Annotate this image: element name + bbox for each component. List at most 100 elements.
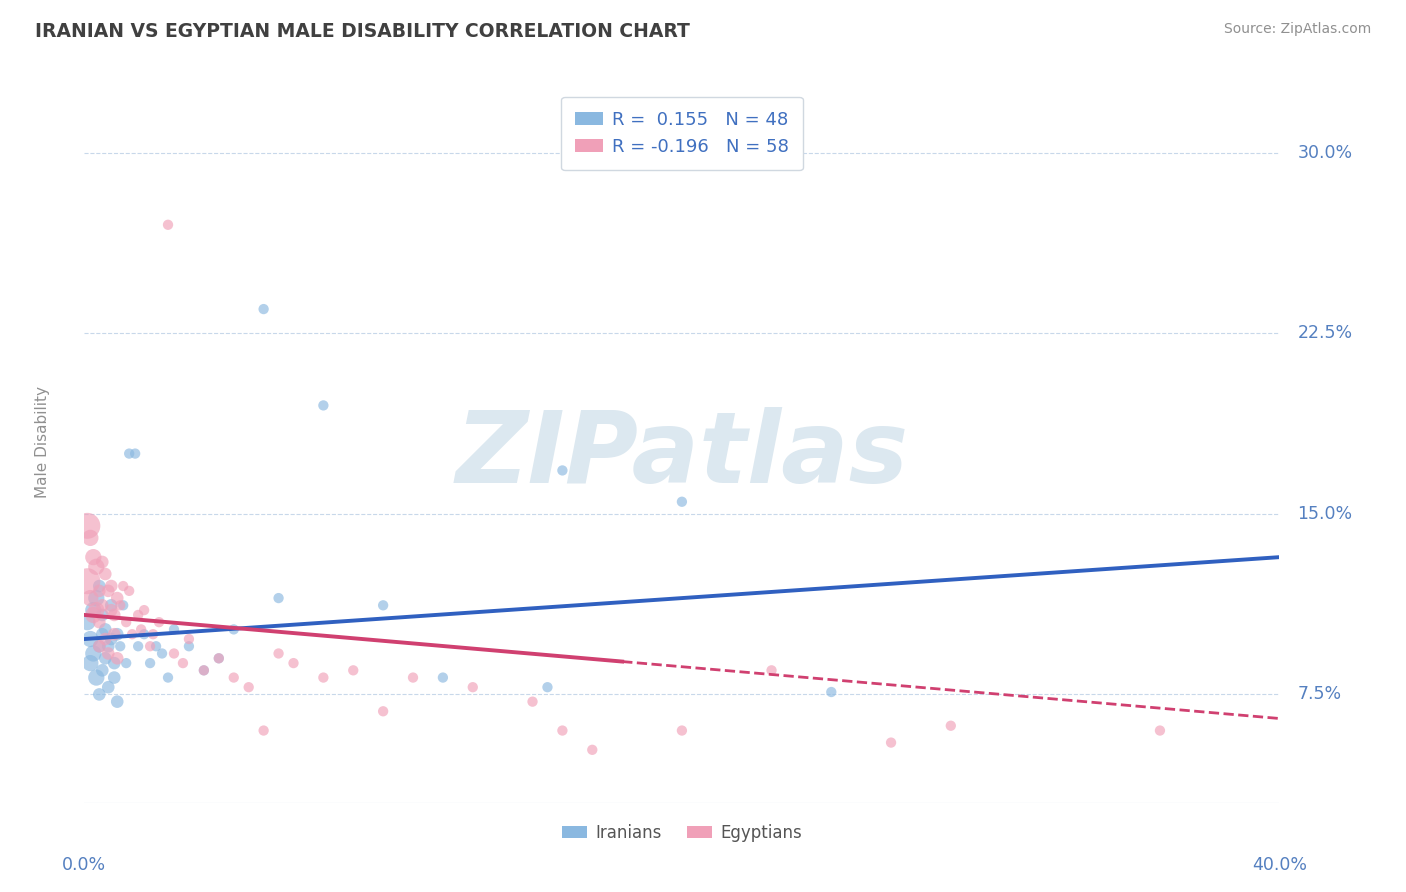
- Point: [208, 651, 231, 665]
- Point: [342, 664, 364, 678]
- Point: [79, 591, 101, 606]
- Text: 40.0%: 40.0%: [1251, 855, 1308, 874]
- Point: [581, 743, 603, 757]
- Point: [103, 627, 125, 641]
- Point: [91, 607, 114, 622]
- Point: [1149, 723, 1171, 738]
- Point: [105, 627, 128, 641]
- Point: [118, 583, 141, 598]
- Point: [551, 463, 574, 477]
- Point: [94, 651, 117, 665]
- Point: [150, 647, 173, 661]
- Point: [79, 632, 101, 646]
- Point: [91, 627, 114, 641]
- Point: [86, 591, 108, 606]
- Text: IRANIAN VS EGYPTIAN MALE DISABILITY CORRELATION CHART: IRANIAN VS EGYPTIAN MALE DISABILITY CORR…: [35, 22, 690, 41]
- Point: [94, 623, 117, 637]
- Point: [222, 623, 245, 637]
- Point: [163, 623, 186, 637]
- Point: [127, 639, 149, 653]
- Point: [148, 615, 170, 630]
- Point: [820, 685, 842, 699]
- Point: [86, 559, 108, 574]
- Point: [103, 607, 125, 622]
- Point: [89, 687, 111, 701]
- Point: [103, 671, 125, 685]
- Point: [177, 632, 200, 646]
- Point: [76, 519, 98, 533]
- Point: [100, 603, 122, 617]
- Text: 22.5%: 22.5%: [1298, 324, 1353, 343]
- Point: [89, 639, 111, 653]
- Point: [118, 447, 141, 461]
- Point: [157, 671, 180, 685]
- Point: [94, 567, 117, 582]
- Point: [105, 651, 128, 665]
- Point: [76, 615, 98, 630]
- Point: [671, 494, 693, 508]
- Point: [115, 615, 138, 630]
- Point: [115, 656, 138, 670]
- Point: [82, 647, 104, 661]
- Point: [76, 574, 98, 589]
- Point: [253, 302, 276, 317]
- Point: [94, 632, 117, 646]
- Point: [97, 647, 120, 661]
- Legend: Iranians, Egyptians: Iranians, Egyptians: [555, 817, 808, 848]
- Point: [112, 579, 135, 593]
- Point: [100, 579, 122, 593]
- Point: [79, 531, 101, 545]
- Point: [208, 651, 231, 665]
- Point: [129, 623, 152, 637]
- Text: 7.5%: 7.5%: [1298, 685, 1341, 704]
- Point: [283, 656, 305, 670]
- Point: [103, 656, 125, 670]
- Point: [139, 639, 162, 653]
- Text: 15.0%: 15.0%: [1298, 505, 1353, 523]
- Point: [222, 671, 245, 685]
- Point: [177, 639, 200, 653]
- Text: Male Disability: Male Disability: [35, 385, 51, 498]
- Text: Source: ZipAtlas.com: Source: ZipAtlas.com: [1223, 22, 1371, 37]
- Point: [127, 607, 149, 622]
- Point: [373, 599, 395, 613]
- Point: [132, 627, 156, 641]
- Point: [86, 671, 108, 685]
- Point: [432, 671, 454, 685]
- Point: [89, 615, 111, 630]
- Point: [89, 583, 111, 598]
- Point: [89, 639, 111, 653]
- Point: [112, 599, 135, 613]
- Point: [110, 599, 132, 613]
- Point: [132, 603, 156, 617]
- Point: [312, 671, 335, 685]
- Point: [193, 664, 215, 678]
- Point: [110, 639, 132, 653]
- Point: [551, 723, 574, 738]
- Point: [522, 695, 544, 709]
- Point: [97, 639, 120, 653]
- Point: [121, 627, 143, 641]
- Point: [89, 579, 111, 593]
- Point: [238, 680, 260, 694]
- Point: [82, 607, 104, 622]
- Point: [145, 639, 167, 653]
- Point: [79, 656, 101, 670]
- Point: [124, 447, 146, 461]
- Point: [100, 632, 122, 646]
- Point: [82, 550, 104, 565]
- Point: [267, 647, 290, 661]
- Point: [86, 603, 108, 617]
- Point: [142, 627, 165, 641]
- Text: 30.0%: 30.0%: [1298, 144, 1353, 161]
- Point: [157, 218, 180, 232]
- Point: [163, 647, 186, 661]
- Point: [91, 664, 114, 678]
- Text: 0.0%: 0.0%: [62, 855, 107, 874]
- Point: [97, 680, 120, 694]
- Point: [97, 583, 120, 598]
- Point: [193, 664, 215, 678]
- Point: [105, 695, 128, 709]
- Point: [91, 599, 114, 613]
- Point: [536, 680, 558, 694]
